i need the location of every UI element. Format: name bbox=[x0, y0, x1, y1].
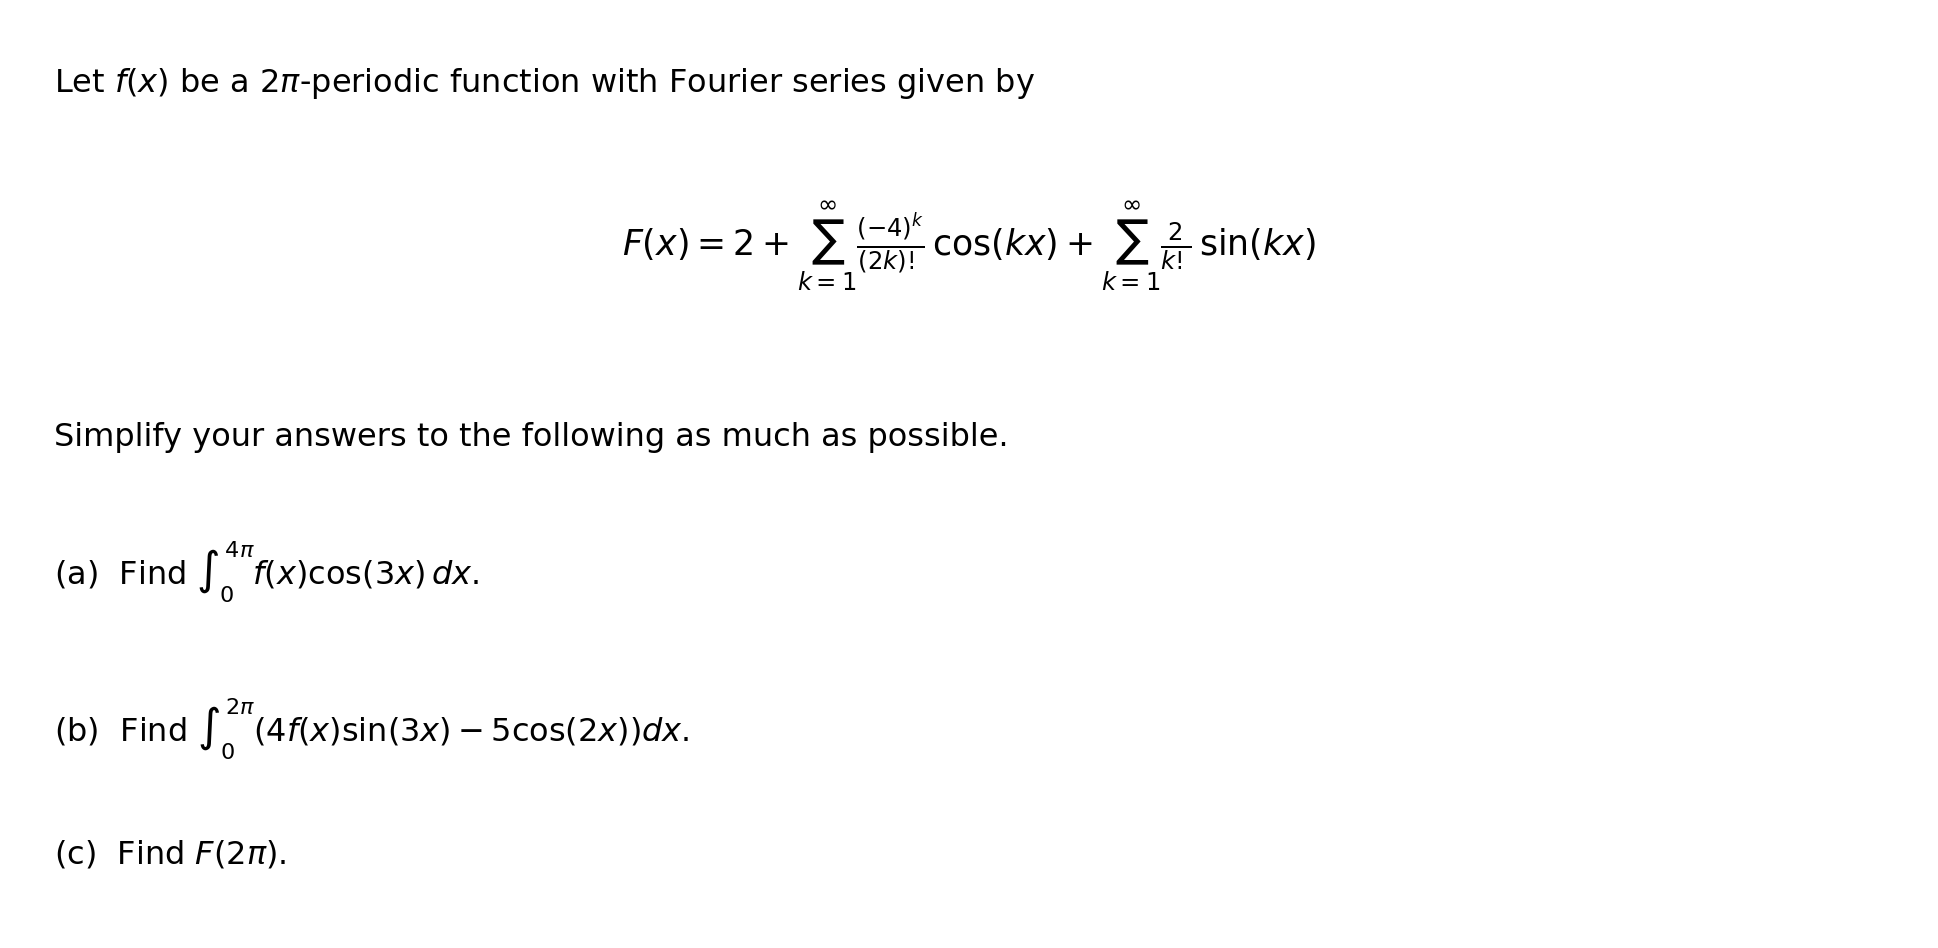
Text: (a)  Find $\int_0^{4\pi} f(x)\cos(3x)\, dx$.: (a) Find $\int_0^{4\pi} f(x)\cos(3x)\, d… bbox=[54, 540, 479, 606]
Text: (c)  Find $F(2\pi)$.: (c) Find $F(2\pi)$. bbox=[54, 839, 287, 871]
Text: (b)  Find $\int_0^{2\pi} \left(4f(x)\sin(3x) - 5\cos(2x)\right) dx$.: (b) Find $\int_0^{2\pi} \left(4f(x)\sin(… bbox=[54, 697, 690, 762]
Text: Let $f(x)$ be a $2\pi$-periodic function with Fourier series given by: Let $f(x)$ be a $2\pi$-periodic function… bbox=[54, 66, 1035, 101]
Text: $F(x) = 2 + \sum_{k=1}^{\infty} \frac{(-4)^k}{(2k)!}\,\cos(kx) + \sum_{k=1}^{\in: $F(x) = 2 + \sum_{k=1}^{\infty} \frac{(-… bbox=[622, 200, 1316, 293]
Text: Simplify your answers to the following as much as possible.: Simplify your answers to the following a… bbox=[54, 422, 1010, 453]
